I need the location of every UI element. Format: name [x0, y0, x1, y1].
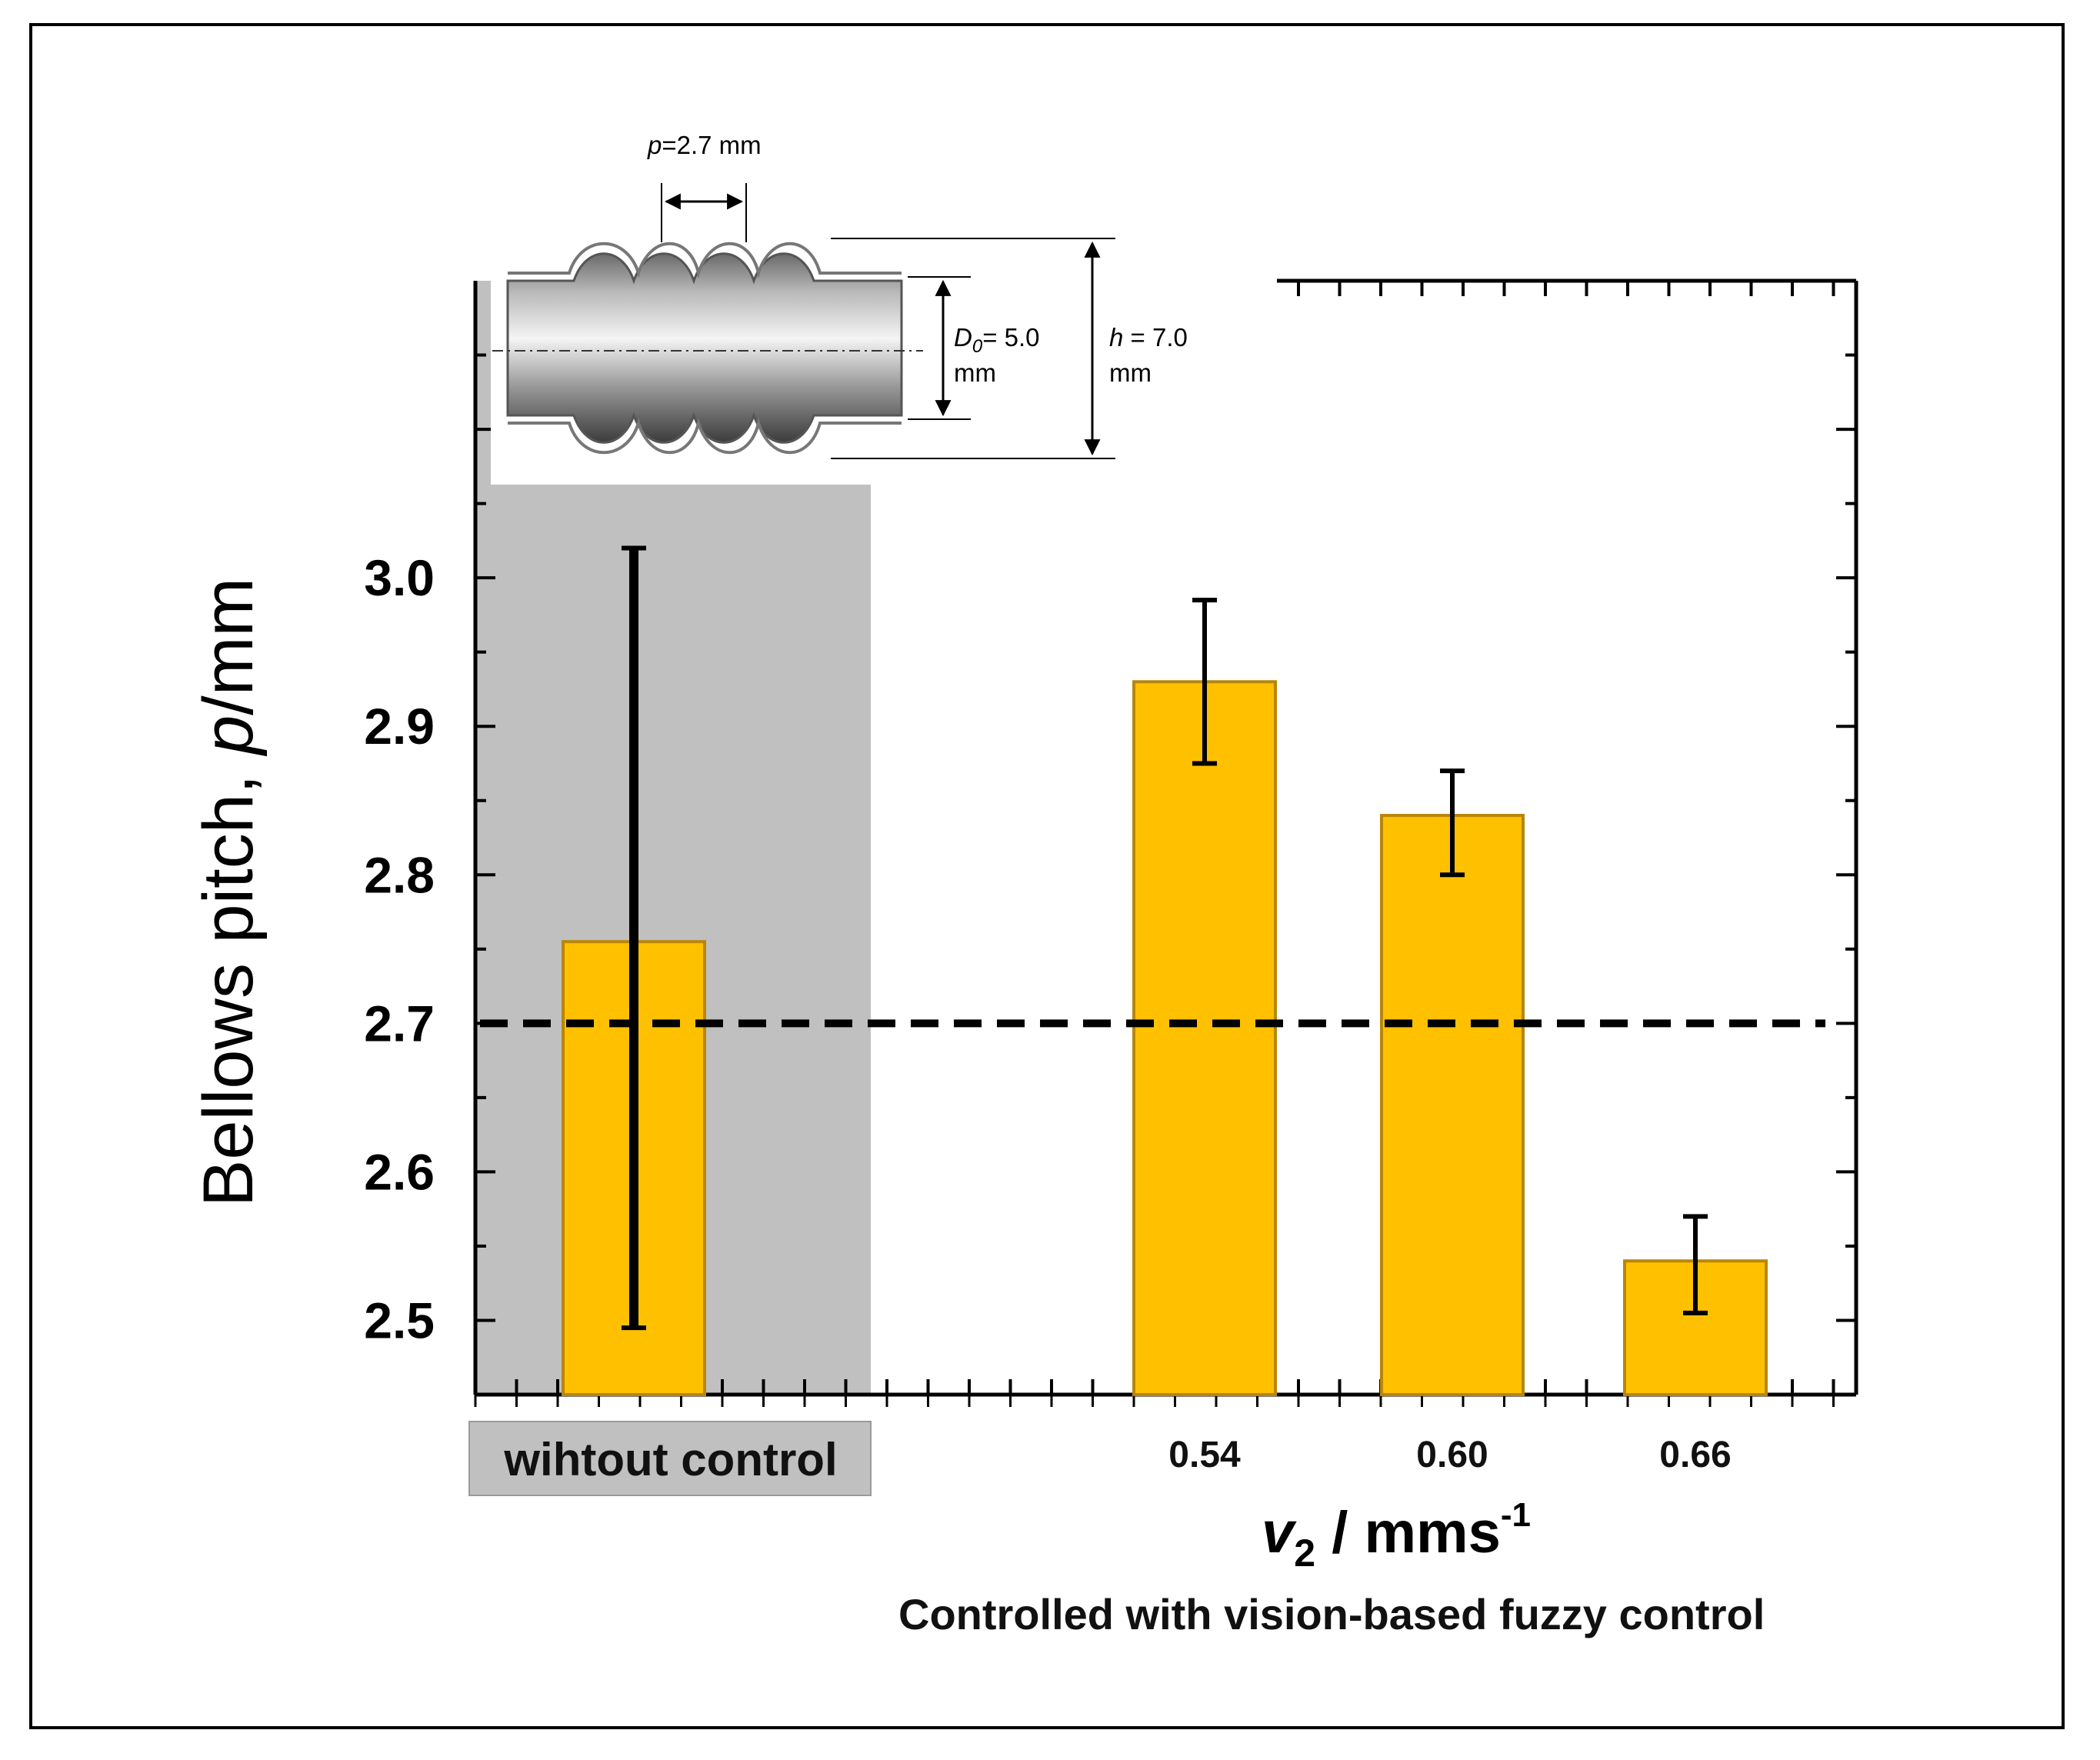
- x-tick-labels: 0.54 0.60 0.66: [1168, 1435, 1731, 1475]
- y-tick-label: 3.0: [364, 549, 435, 606]
- d0-unit: mm: [954, 358, 996, 387]
- bar: [1380, 814, 1525, 1397]
- y-tick-label: 2.5: [364, 1292, 435, 1348]
- h-label: h = 7.0: [1109, 323, 1188, 352]
- bellows-outer-wall: [508, 242, 902, 279]
- h-unit: mm: [1109, 358, 1152, 387]
- y-axis-title: Bellows pitch, p/mm: [189, 578, 268, 1207]
- x-tick-label: 0.60: [1416, 1435, 1488, 1475]
- y-tick-label: 2.9: [364, 698, 435, 755]
- uncontrolled-label-box: [468, 1421, 872, 1496]
- y-tick-label: 2.6: [364, 1143, 435, 1200]
- x-tick-label: 0.54: [1168, 1435, 1241, 1475]
- bellows-inset: p=2.7 mm D0= 5.0 mm h = 7.0 mm: [491, 131, 1269, 485]
- bellows-body: [506, 252, 903, 444]
- group-note: Controlled with vision-based fuzzy contr…: [898, 1590, 1765, 1638]
- y-tick-labels: 2.5 2.6 2.7 2.8 2.9 3.0: [364, 549, 435, 1348]
- bellows-outer-wall-bottom: [508, 417, 902, 455]
- x-axis-title: v2 / mms-1: [1262, 1496, 1531, 1575]
- y-tick-label: 2.8: [364, 846, 435, 903]
- y-tick-label: 2.7: [364, 995, 435, 1052]
- d0-label: D0= 5.0: [954, 323, 1040, 357]
- bar: [1132, 680, 1277, 1396]
- uncontrolled-label: wihtout control: [503, 1434, 837, 1485]
- error-bars: [622, 545, 1708, 1331]
- x-tick-label: 0.66: [1659, 1435, 1731, 1475]
- pitch-label: p=2.7 mm: [647, 131, 762, 159]
